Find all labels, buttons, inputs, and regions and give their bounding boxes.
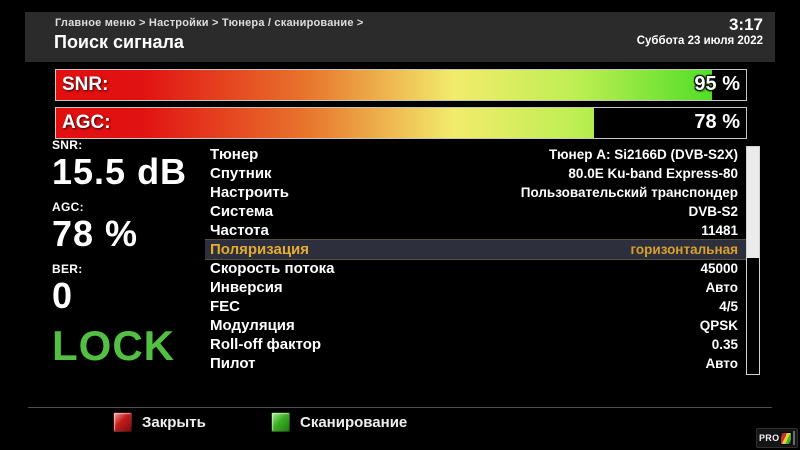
row-label: Roll-off фактор (210, 336, 322, 353)
close-button-label: Закрыть (142, 413, 206, 431)
table-row-pilot[interactable]: Пилот Авто (205, 354, 748, 373)
snr-signal-bar: SNR: 95 % (55, 69, 747, 101)
ber-stat-value: 0 (52, 275, 74, 316)
scan-button[interactable]: Сканирование (271, 412, 407, 432)
table-row-frequency[interactable]: Частота 11481 (205, 221, 748, 240)
clock-date: Суббота 23 июля 2022 (636, 35, 763, 47)
row-value: Пользовательский транспондер (520, 185, 738, 200)
ber-stat-label: BER: (52, 262, 83, 276)
clock-block: 3:17 Суббота 23 июля 2022 (637, 15, 763, 48)
params-scrollbar-thumb[interactable] (747, 147, 759, 259)
row-label: Спутник (210, 165, 272, 182)
page-title: Поиск сигнала (54, 32, 184, 52)
signal-stats-panel: SNR: 15.5 dB AGC: 78 % BER: 0 LOCK (52, 138, 202, 368)
agc-signal-bar-fill (56, 108, 595, 138)
row-label: Тюнер (210, 146, 259, 163)
row-label: Модуляция (210, 317, 295, 334)
table-row-modulation[interactable]: Модуляция QPSK (205, 316, 748, 335)
table-row-system[interactable]: Система DVB-S2 (205, 202, 748, 221)
row-label: Пилот (210, 355, 256, 372)
close-button[interactable]: Закрыть (113, 412, 206, 432)
row-label: Скорость потока (210, 260, 335, 277)
header-band: Главное меню > Настройки > Тюнера / скан… (25, 12, 775, 62)
logo-text: PRO (759, 433, 780, 443)
row-value: 80.0E Ku-band Express-80 (568, 166, 738, 181)
table-row-satellite[interactable]: Спутник 80.0E Ku-band Express-80 (205, 164, 748, 183)
snr-bar-label: SNR: (62, 74, 109, 95)
row-value: 11481 (701, 223, 738, 238)
row-value: горизонтальная (630, 242, 738, 257)
row-value: QPSK (699, 318, 738, 333)
params-scrollbar[interactable] (746, 146, 760, 375)
tv-logo-icon (780, 431, 792, 445)
row-label: FEC (210, 298, 240, 315)
table-row-polarization-selected[interactable]: Поляризация горизонтальная (205, 240, 748, 259)
green-key-icon (271, 412, 290, 432)
row-value: Тюнер A: Si2166D (DVB-S2X) (548, 147, 738, 162)
breadcrumb: Главное меню > Настройки > Тюнера / скан… (55, 17, 364, 29)
footer-divider (28, 407, 772, 408)
row-value: Авто (705, 356, 738, 371)
tuner-params-list: Тюнер Тюнер A: Si2166D (DVB-S2X) Спутник… (205, 145, 748, 373)
row-value: Авто (705, 280, 738, 295)
snr-stat-label: SNR: (52, 138, 83, 152)
snr-bar-value: 95 % (694, 73, 740, 95)
agc-stat-value: 78 % (52, 213, 139, 254)
table-row-rolloff[interactable]: Roll-off фактор 0.35 (205, 335, 748, 354)
agc-bar-label: AGC: (62, 112, 111, 133)
lock-status: LOCK (52, 322, 175, 369)
row-value: 45000 (700, 261, 738, 276)
watermark-logo: PRO (756, 428, 798, 448)
scan-button-label: Сканирование (300, 413, 408, 431)
agc-signal-bar: AGC: 78 % (55, 107, 747, 139)
logo-side-strip (792, 431, 795, 445)
table-row-tune[interactable]: Настроить Пользовательский транспондер (205, 183, 748, 202)
snr-signal-bar-fill (56, 70, 712, 100)
row-label: Поляризация (210, 241, 310, 258)
row-label: Частота (210, 222, 269, 239)
row-label: Настроить (210, 184, 289, 201)
row-value: 4/5 (719, 299, 738, 314)
table-row-symbol-rate[interactable]: Скорость потока 45000 (205, 259, 748, 278)
table-row-tuner[interactable]: Тюнер Тюнер A: Si2166D (DVB-S2X) (205, 145, 748, 164)
agc-bar-value: 78 % (694, 111, 740, 133)
table-row-fec[interactable]: FEC 4/5 (205, 297, 748, 316)
clock-time: 3:17 (728, 15, 763, 34)
red-key-icon (113, 412, 132, 432)
row-value: 0.35 (711, 337, 738, 352)
agc-stat-label: AGC: (52, 200, 84, 214)
table-row-inversion[interactable]: Инверсия Авто (205, 278, 748, 297)
row-label: Инверсия (210, 279, 283, 296)
row-value: DVB-S2 (688, 204, 738, 219)
snr-stat-value: 15.5 dB (52, 151, 188, 192)
row-label: Система (210, 203, 274, 220)
